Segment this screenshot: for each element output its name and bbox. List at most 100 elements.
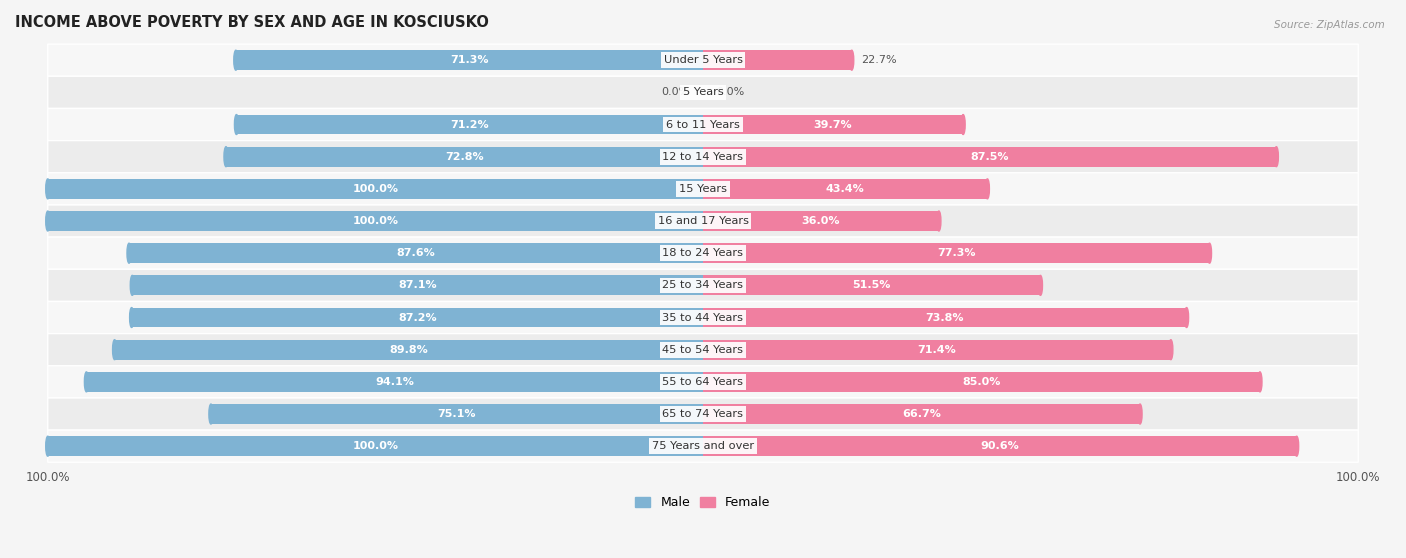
Circle shape — [84, 372, 89, 392]
Text: 71.2%: 71.2% — [450, 119, 489, 129]
Circle shape — [235, 114, 239, 134]
FancyBboxPatch shape — [48, 270, 1358, 301]
Circle shape — [1168, 340, 1173, 360]
Bar — [48, 179, 703, 199]
Text: 66.7%: 66.7% — [903, 409, 941, 419]
Text: 25 to 34 Years: 25 to 34 Years — [662, 280, 744, 290]
Bar — [703, 276, 1040, 295]
Text: 22.7%: 22.7% — [862, 55, 897, 65]
FancyBboxPatch shape — [48, 44, 1358, 76]
Text: 36.0%: 36.0% — [801, 216, 841, 226]
Text: 71.4%: 71.4% — [918, 345, 956, 355]
Text: 100.0%: 100.0% — [353, 441, 398, 451]
Text: 51.5%: 51.5% — [852, 280, 891, 290]
Circle shape — [1258, 372, 1263, 392]
Text: 94.1%: 94.1% — [375, 377, 415, 387]
Circle shape — [224, 147, 228, 167]
Circle shape — [233, 50, 238, 70]
Bar — [48, 211, 703, 231]
Bar — [703, 147, 1277, 167]
Bar — [703, 50, 852, 70]
Text: 77.3%: 77.3% — [936, 248, 976, 258]
Bar — [132, 276, 703, 295]
Text: 71.3%: 71.3% — [450, 55, 489, 65]
Text: 75.1%: 75.1% — [437, 409, 477, 419]
Circle shape — [127, 243, 131, 263]
Bar — [226, 147, 703, 167]
Circle shape — [209, 404, 212, 424]
Circle shape — [962, 114, 965, 134]
FancyBboxPatch shape — [48, 430, 1358, 462]
Text: Under 5 Years: Under 5 Years — [664, 55, 742, 65]
Bar — [129, 243, 703, 263]
Circle shape — [1039, 276, 1042, 295]
Text: 73.8%: 73.8% — [925, 312, 965, 323]
Text: 0.0%: 0.0% — [716, 88, 744, 97]
Circle shape — [1274, 147, 1278, 167]
Text: 35 to 44 Years: 35 to 44 Years — [662, 312, 744, 323]
Text: 12 to 14 Years: 12 to 14 Years — [662, 152, 744, 162]
Circle shape — [112, 340, 117, 360]
Bar — [236, 50, 703, 70]
Bar — [703, 179, 987, 199]
Bar — [86, 372, 703, 392]
Bar — [132, 307, 703, 328]
Circle shape — [129, 307, 134, 328]
Text: 75 Years and over: 75 Years and over — [652, 441, 754, 451]
Text: 87.2%: 87.2% — [398, 312, 437, 323]
Circle shape — [986, 179, 990, 199]
Circle shape — [131, 276, 135, 295]
Text: 5 Years: 5 Years — [683, 88, 723, 97]
Text: Source: ZipAtlas.com: Source: ZipAtlas.com — [1274, 20, 1385, 30]
Circle shape — [849, 50, 853, 70]
Circle shape — [936, 211, 941, 231]
FancyBboxPatch shape — [48, 237, 1358, 270]
FancyBboxPatch shape — [48, 334, 1358, 366]
Bar — [703, 404, 1140, 424]
Bar — [703, 307, 1187, 328]
FancyBboxPatch shape — [48, 76, 1358, 108]
Bar — [703, 114, 963, 134]
Text: 0.0%: 0.0% — [662, 88, 690, 97]
Bar — [703, 372, 1260, 392]
Text: 87.5%: 87.5% — [970, 152, 1010, 162]
FancyBboxPatch shape — [48, 366, 1358, 398]
Bar — [48, 436, 703, 456]
Text: 87.6%: 87.6% — [396, 248, 436, 258]
Text: 39.7%: 39.7% — [814, 119, 852, 129]
Circle shape — [46, 436, 49, 456]
Text: 100.0%: 100.0% — [353, 216, 398, 226]
Bar — [211, 404, 703, 424]
Bar — [703, 340, 1171, 360]
FancyBboxPatch shape — [48, 205, 1358, 237]
Text: 6 to 11 Years: 6 to 11 Years — [666, 119, 740, 129]
Text: 85.0%: 85.0% — [962, 377, 1001, 387]
FancyBboxPatch shape — [48, 108, 1358, 141]
Circle shape — [1208, 243, 1212, 263]
Circle shape — [46, 211, 49, 231]
Bar — [703, 243, 1209, 263]
Bar — [703, 436, 1296, 456]
FancyBboxPatch shape — [48, 141, 1358, 173]
Circle shape — [46, 179, 49, 199]
Text: 15 Years: 15 Years — [679, 184, 727, 194]
Text: 100.0%: 100.0% — [353, 184, 398, 194]
Text: 89.8%: 89.8% — [389, 345, 429, 355]
Circle shape — [1184, 307, 1188, 328]
Bar — [115, 340, 703, 360]
Text: 55 to 64 Years: 55 to 64 Years — [662, 377, 744, 387]
FancyBboxPatch shape — [48, 398, 1358, 430]
FancyBboxPatch shape — [48, 173, 1358, 205]
Text: 16 and 17 Years: 16 and 17 Years — [658, 216, 748, 226]
Legend: Male, Female: Male, Female — [630, 492, 776, 514]
FancyBboxPatch shape — [48, 301, 1358, 334]
Text: 45 to 54 Years: 45 to 54 Years — [662, 345, 744, 355]
Text: 90.6%: 90.6% — [980, 441, 1019, 451]
Bar — [703, 211, 939, 231]
Bar — [236, 114, 703, 134]
Circle shape — [1295, 436, 1299, 456]
Text: 87.1%: 87.1% — [398, 280, 437, 290]
Text: INCOME ABOVE POVERTY BY SEX AND AGE IN KOSCIUSKO: INCOME ABOVE POVERTY BY SEX AND AGE IN K… — [15, 15, 489, 30]
Text: 65 to 74 Years: 65 to 74 Years — [662, 409, 744, 419]
Circle shape — [1137, 404, 1142, 424]
